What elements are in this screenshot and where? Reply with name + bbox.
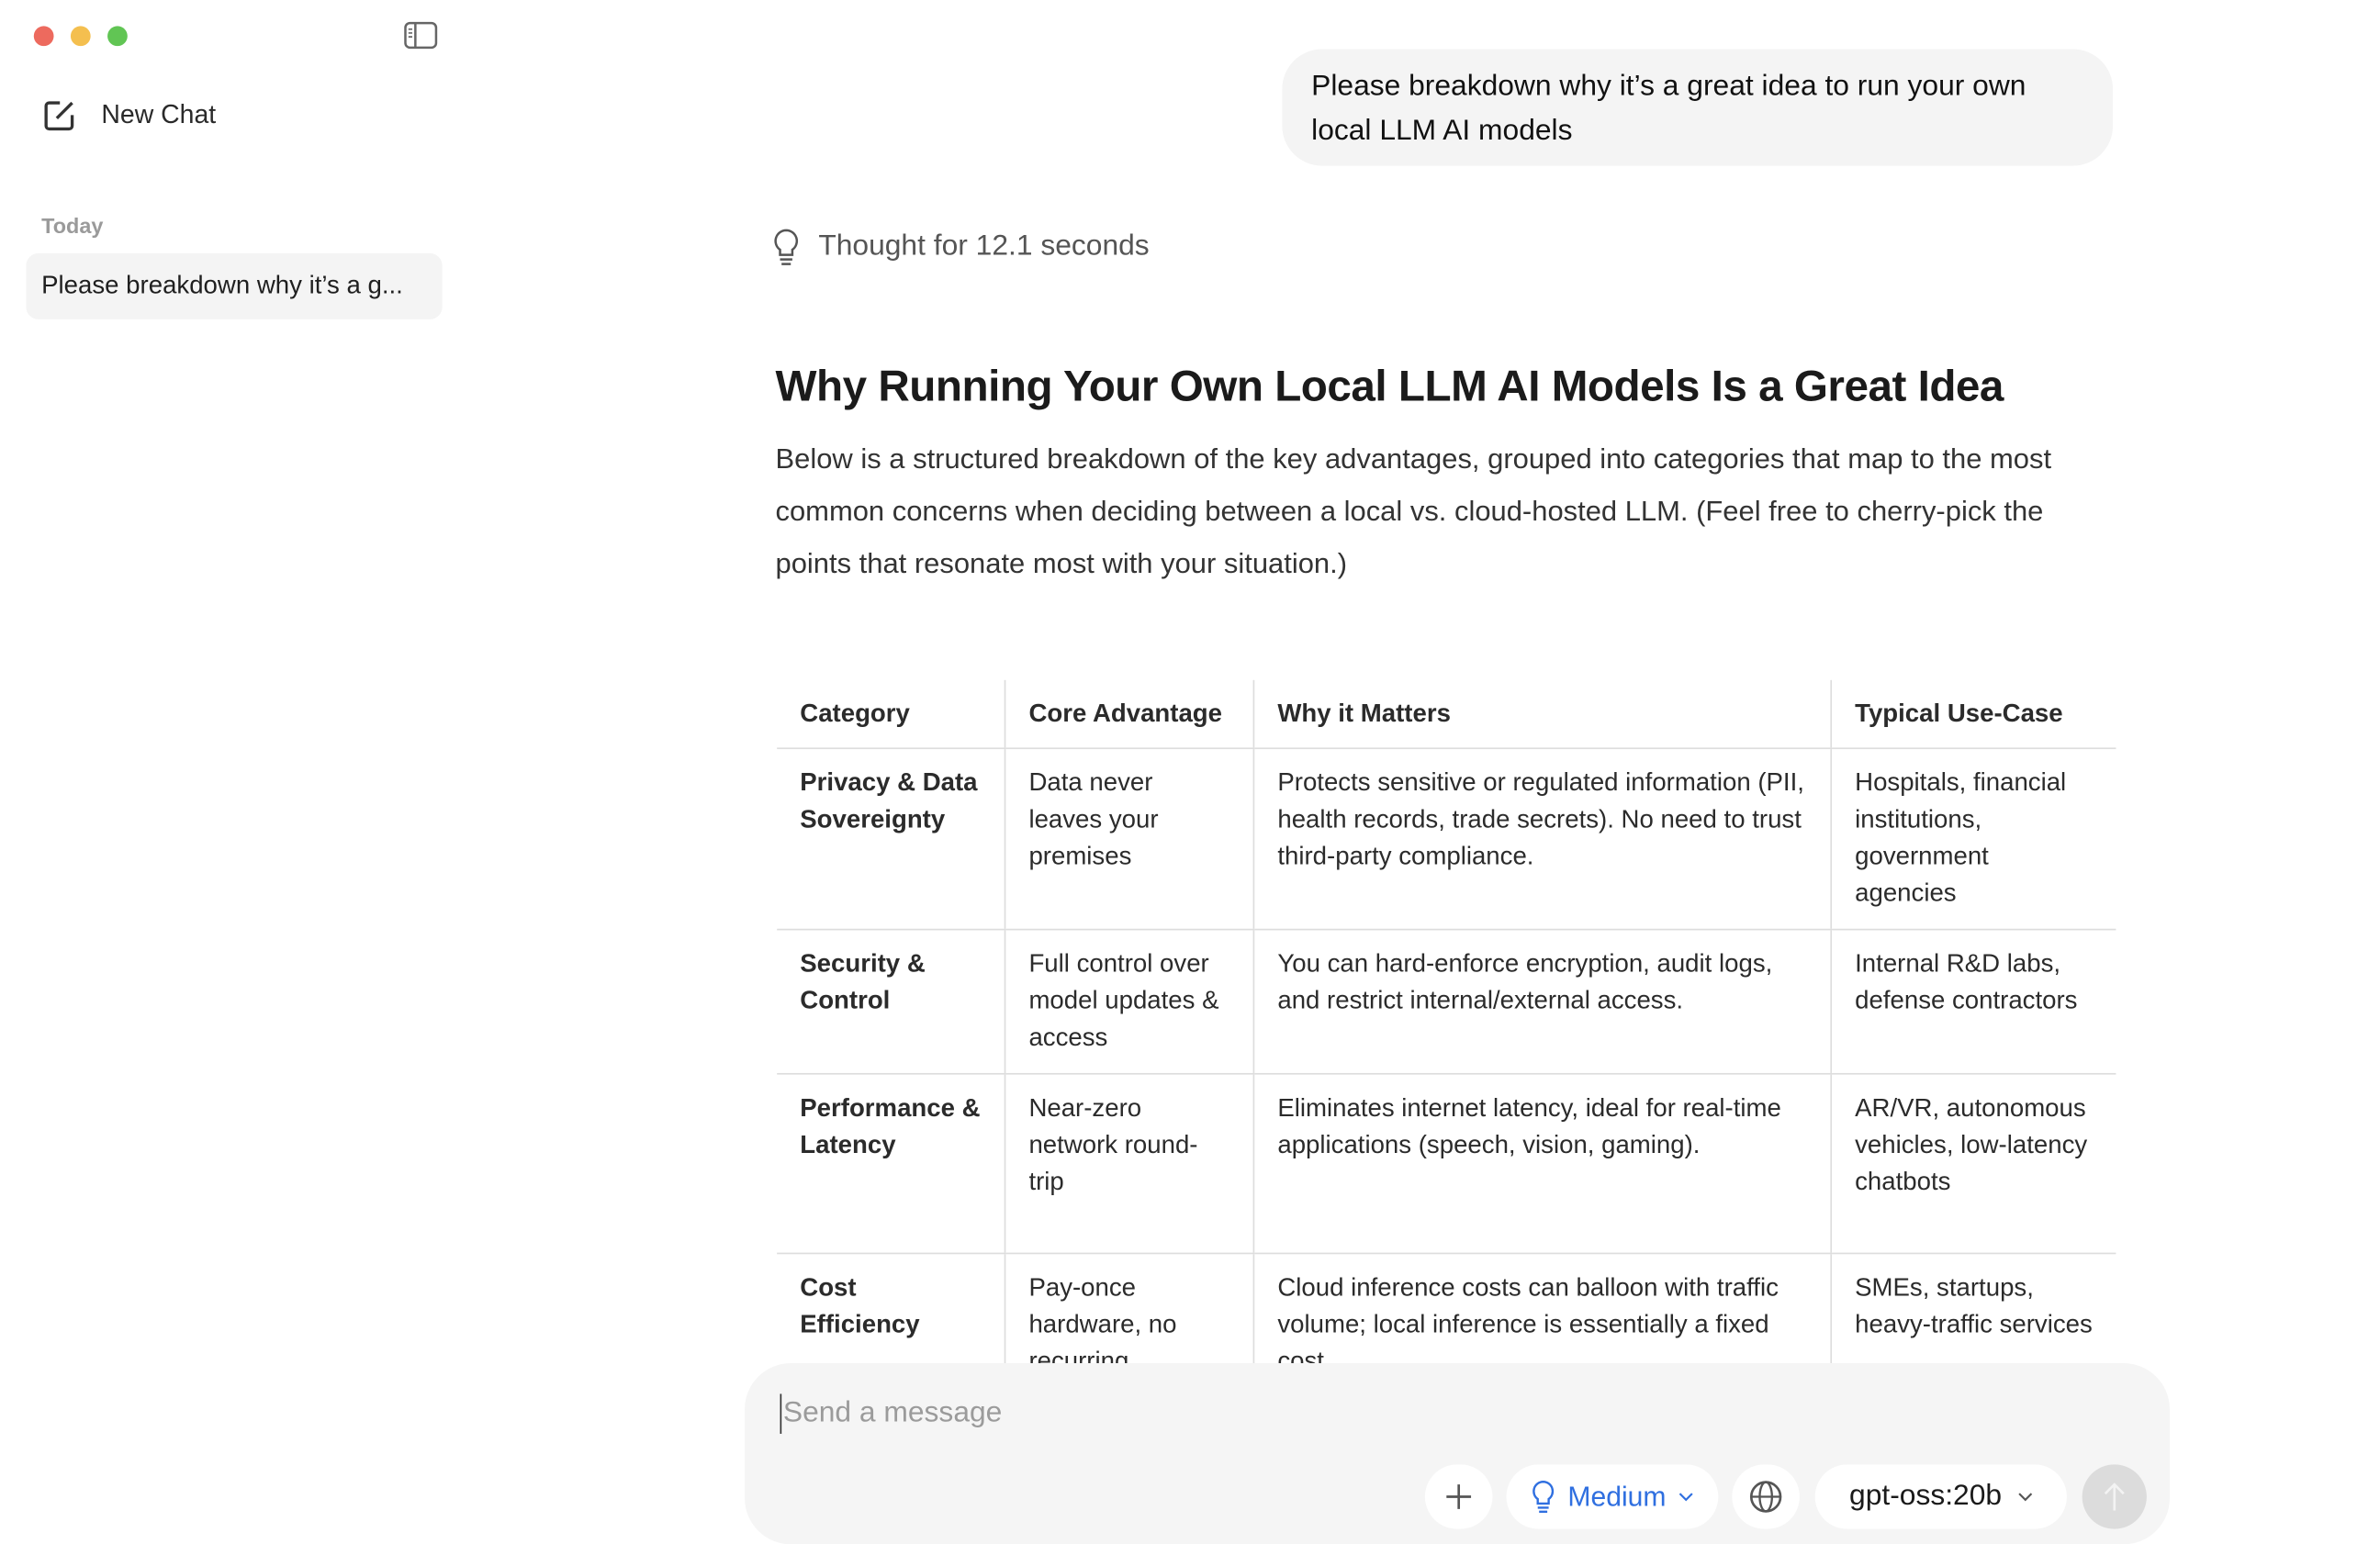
send-button[interactable] [2082,1464,2147,1529]
table-cell: Pay-once hardware, no recurring [1004,1253,1254,1364]
response-heading: Why Running Your Own Local LLM AI Models… [775,362,2004,412]
table-cell: Eliminates internet latency, ideal for r… [1252,1073,1832,1255]
sidebar-toggle-icon[interactable] [404,21,438,50]
compose-icon [44,101,74,131]
attach-button[interactable] [1424,1464,1493,1529]
user-message: Please breakdown why it’s a great idea t… [1282,49,2114,166]
close-window-button[interactable] [33,26,54,47]
web-search-button[interactable] [1732,1464,1800,1529]
arrow-up-icon [2104,1482,2125,1511]
table-cell: AR/VR, autonomous vehicles, low-latency … [1830,1073,2116,1255]
table-row: Cost Efficiency Pay-once hardware, no re… [777,1253,2116,1364]
chat-scroll-area[interactable]: Please breakdown why it’s a great idea t… [0,0,2380,1364]
chevron-down-icon [1678,1493,1693,1502]
table-cell: Cost Efficiency [777,1253,1005,1364]
table-cell: Internal R&D labs, defense contractors [1830,929,2116,1075]
column-header: Core Advantage [1004,679,1254,750]
model-select[interactable]: gpt-oss:20b [1814,1464,2067,1529]
model-label: gpt-oss:20b [1849,1480,2003,1513]
table-cell: Full control over model updates & access [1004,929,1254,1075]
table-cell: Privacy & Data Sovereignty [777,748,1005,931]
response-intro: Below is a structured breakdown of the k… [775,442,2052,579]
table-cell: Near-zero network round-trip [1004,1073,1254,1255]
table-row: Privacy & Data Sovereignty Data never le… [777,748,2116,931]
table-cell: Performance & Latency [777,1073,1005,1255]
message-input[interactable]: Send a message [780,1393,1002,1434]
table-cell: Cloud inference costs can balloon with t… [1252,1253,1832,1364]
table-cell: SMEs, startups, heavy-traffic services [1830,1253,2116,1364]
table-cell: Protects sensitive or regulated informat… [1252,748,1832,931]
history-item[interactable]: Please breakdown why it’s a g... [26,252,443,319]
lightbulb-icon [774,229,799,265]
advantages-table: Category Core Advantage Why it Matters T… [777,679,2116,1364]
history-section-label: Today [41,213,104,239]
chevron-down-icon [2017,1493,2032,1502]
globe-icon [1749,1481,1782,1513]
plus-icon [1446,1484,1472,1509]
new-chat-button[interactable]: New Chat [43,98,216,132]
thought-toggle[interactable]: Thought for 12.1 seconds [772,228,1150,267]
table-row: Security & Control Full control over mod… [777,929,2116,1075]
zoom-window-button[interactable] [107,26,128,47]
new-chat-label: New Chat [101,99,217,129]
column-header: Typical Use-Case [1830,679,2116,750]
reasoning-effort-select[interactable]: Medium [1506,1464,1719,1529]
table-cell: Security & Control [777,929,1005,1075]
thought-label: Thought for 12.1 seconds [818,229,1150,263]
table-header-row: Category Core Advantage Why it Matters T… [777,679,2116,750]
table-cell: Hospitals, financial institutions, gover… [1830,748,2116,931]
table-cell: You can hard-enforce encryption, audit l… [1252,929,1832,1075]
minimize-window-button[interactable] [70,26,91,47]
column-header: Category [777,679,1005,750]
reasoning-effort-label: Medium [1567,1480,1667,1512]
column-header: Why it Matters [1252,679,1832,750]
table-cell: Data never leaves your premises [1004,748,1254,931]
lightbulb-icon [1532,1480,1555,1514]
table-row: Performance & Latency Near-zero network … [777,1073,2116,1255]
